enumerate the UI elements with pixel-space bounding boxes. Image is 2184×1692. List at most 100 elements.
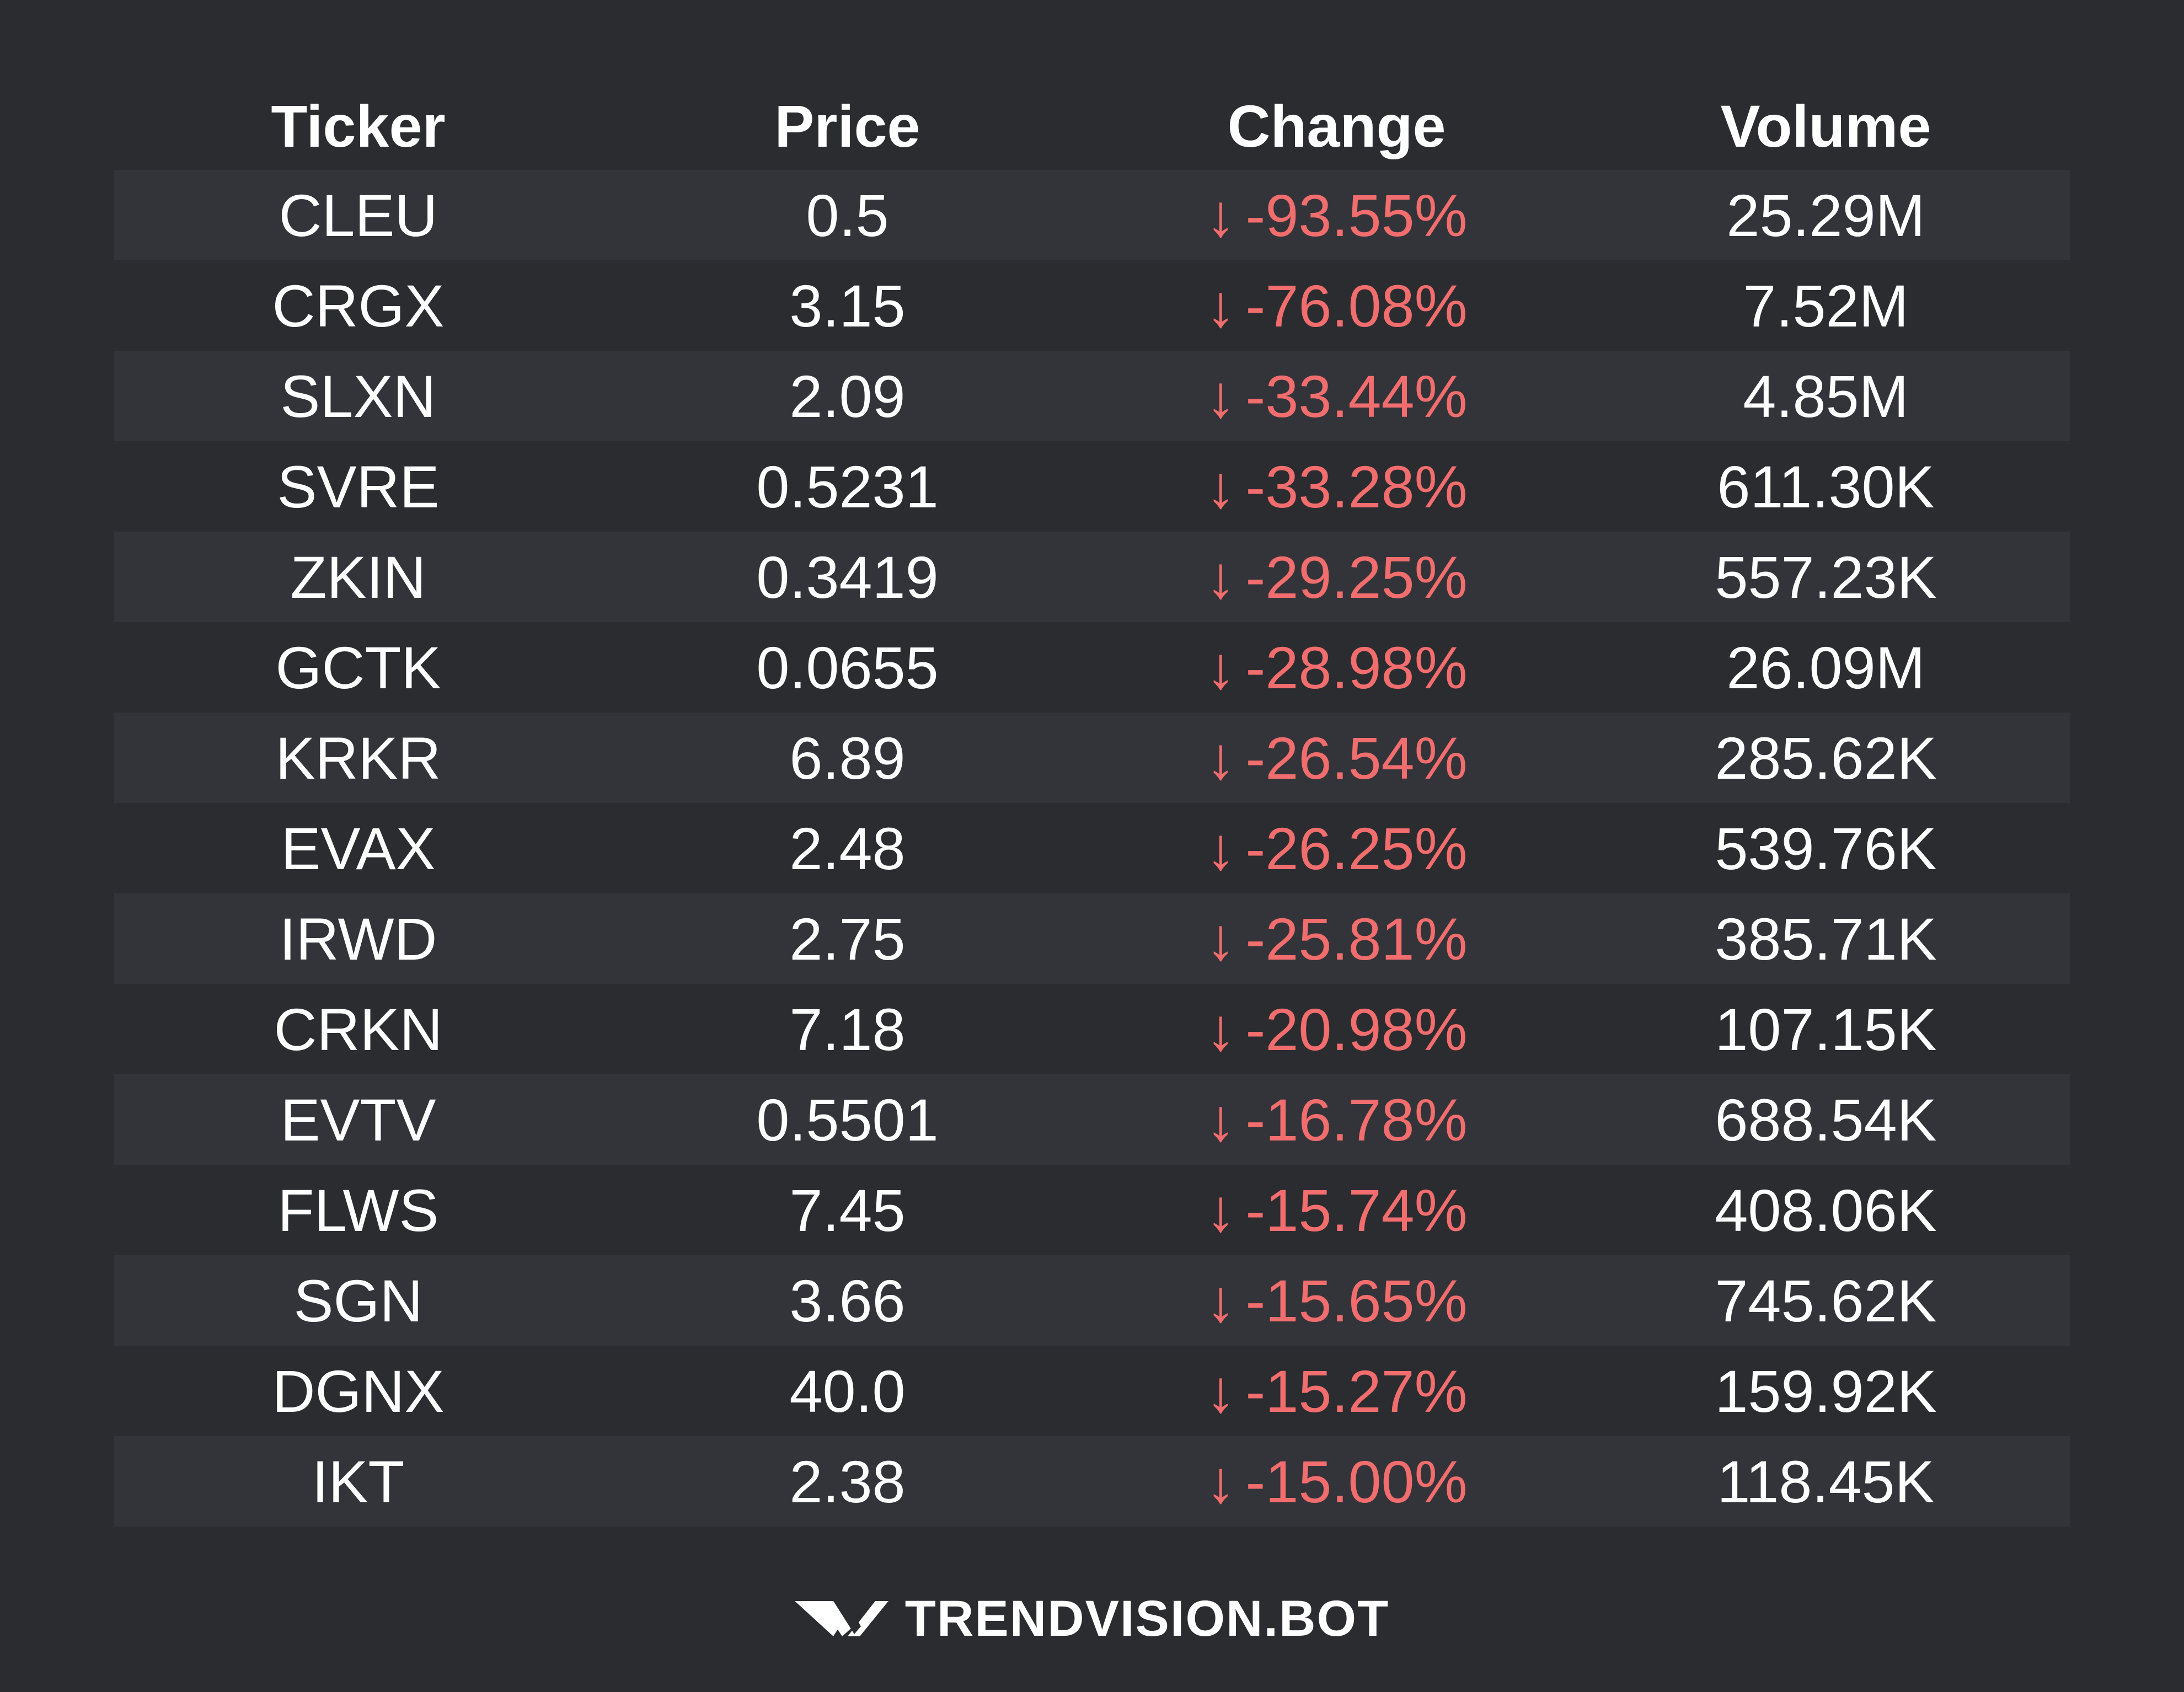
arrow-down-icon: ↓ [1206, 995, 1236, 1063]
volume-cell: 118.45K [1717, 1448, 1935, 1515]
table-row[interactable]: IRWD 2.75 ↓ -25.81% 385.71K [114, 893, 2070, 984]
price-cell: 6.89 [789, 724, 906, 791]
change-cell: ↓ -25.81% [1092, 904, 1581, 973]
ticker-cell: IRWD [279, 905, 437, 972]
ticker-cell: CRKN [274, 995, 443, 1063]
arrow-down-icon: ↓ [1206, 634, 1236, 701]
brand-name: TRENDVISION.BOT [904, 1590, 1390, 1647]
table-row[interactable]: CLEU 0.5 ↓ -93.55% 25.29M [114, 170, 2070, 260]
ticker-cell: SVRE [277, 453, 440, 520]
trendvision-logo-icon [794, 1598, 888, 1640]
volume-cell: 26.09M [1726, 634, 1925, 701]
table-row[interactable]: IKT 2.38 ↓ -15.00% 118.45K [114, 1436, 2070, 1527]
ticker-cell: ZKIN [290, 543, 426, 611]
arrow-down-icon: ↓ [1206, 362, 1236, 430]
header-ticker[interactable]: Ticker [271, 92, 446, 159]
change-cell: ↓ -76.08% [1092, 271, 1581, 340]
ticker-cell: SLXN [280, 362, 436, 430]
ticker-cell: SGN [293, 1267, 423, 1334]
table-row[interactable]: SLXN 2.09 ↓ -33.44% 4.85M [114, 351, 2070, 441]
change-cell: ↓ -26.54% [1092, 724, 1581, 793]
change-value: -26.25% [1245, 815, 1468, 882]
change-value: -28.98% [1245, 634, 1468, 701]
change-value: -29.25% [1245, 543, 1468, 611]
table-row[interactable]: KRKR 6.89 ↓ -26.54% 285.62K [114, 713, 2070, 803]
footer-brand: TRENDVISION.BOT [0, 1588, 2184, 1649]
arrow-down-icon: ↓ [1206, 1448, 1236, 1515]
volume-cell: 385.71K [1715, 905, 1937, 972]
change-cell: ↓ -15.27% [1092, 1357, 1581, 1426]
change-value: -25.81% [1245, 905, 1468, 972]
arrow-down-icon: ↓ [1206, 181, 1236, 249]
table-row[interactable]: DGNX 40.0 ↓ -15.27% 159.92K [114, 1346, 2070, 1436]
change-value: -16.78% [1245, 1086, 1468, 1153]
change-cell: ↓ -28.98% [1092, 633, 1581, 702]
change-value: -15.74% [1245, 1176, 1468, 1244]
table-row[interactable]: EVTV 0.5501 ↓ -16.78% 688.54K [114, 1074, 2070, 1165]
ticker-cell: FLWS [277, 1176, 439, 1244]
change-value: -93.55% [1245, 181, 1468, 249]
change-value: -76.08% [1245, 272, 1468, 339]
header-change[interactable]: Change [1227, 92, 1446, 159]
table-row[interactable]: GCTK 0.0655 ↓ -28.98% 26.09M [114, 622, 2070, 713]
price-cell: 2.48 [789, 815, 906, 882]
table-row[interactable]: CRGX 3.15 ↓ -76.08% 7.52M [114, 260, 2070, 351]
price-cell: 7.18 [789, 995, 906, 1063]
price-cell: 0.5501 [756, 1086, 939, 1153]
price-cell: 0.0655 [756, 634, 939, 701]
table-body: CLEU 0.5 ↓ -93.55% 25.29M CRGX 3.15 ↓ -76.08% 7.5… [114, 170, 2070, 1527]
price-cell: 2.38 [789, 1448, 906, 1515]
volume-cell: 107.15K [1715, 995, 1937, 1063]
table-row[interactable]: FLWS 7.45 ↓ -15.74% 408.06K [114, 1165, 2070, 1255]
volume-cell: 7.52M [1743, 272, 1909, 339]
volume-cell: 557.23K [1715, 543, 1937, 611]
volume-cell: 4.85M [1743, 362, 1909, 430]
losers-table: Ticker Price Change Volume CLEU 0.5 ↓ -93.5… [114, 82, 2070, 1527]
volume-cell: 688.54K [1715, 1086, 1937, 1153]
header-volume[interactable]: Volume [1720, 92, 1931, 159]
table-header: Ticker Price Change Volume [114, 82, 2070, 170]
change-cell: ↓ -15.65% [1092, 1266, 1581, 1335]
arrow-down-icon: ↓ [1206, 1086, 1236, 1153]
arrow-down-icon: ↓ [1206, 724, 1236, 791]
ticker-cell: EVTV [280, 1086, 436, 1153]
change-value: -33.44% [1245, 362, 1468, 430]
ticker-cell: CLEU [279, 181, 438, 249]
change-value: -15.00% [1245, 1448, 1468, 1515]
volume-cell: 745.62K [1715, 1267, 1937, 1334]
table-row[interactable]: SVRE 0.5231 ↓ -33.28% 611.30K [114, 441, 2070, 532]
price-cell: 2.75 [789, 905, 906, 972]
arrow-down-icon: ↓ [1206, 815, 1236, 882]
arrow-down-icon: ↓ [1206, 905, 1236, 972]
arrow-down-icon: ↓ [1206, 543, 1236, 611]
ticker-cell: KRKR [275, 724, 441, 791]
price-cell: 7.45 [789, 1176, 906, 1244]
header-price[interactable]: Price [774, 92, 920, 159]
arrow-down-icon: ↓ [1206, 1357, 1236, 1425]
arrow-down-icon: ↓ [1206, 453, 1236, 520]
change-cell: ↓ -20.98% [1092, 995, 1581, 1064]
ticker-cell: CRGX [272, 272, 445, 339]
table-row[interactable]: ZKIN 0.3419 ↓ -29.25% 557.23K [114, 532, 2070, 622]
change-cell: ↓ -15.74% [1092, 1176, 1581, 1245]
change-cell: ↓ -26.25% [1092, 814, 1581, 883]
change-value: -20.98% [1245, 995, 1468, 1063]
change-value: -26.54% [1245, 724, 1468, 791]
table-row[interactable]: SGN 3.66 ↓ -15.65% 745.62K [114, 1255, 2070, 1346]
volume-cell: 611.30K [1717, 453, 1935, 520]
ticker-cell: EVAX [281, 815, 436, 882]
price-cell: 3.15 [789, 272, 906, 339]
table-row[interactable]: CRKN 7.18 ↓ -20.98% 107.15K [114, 984, 2070, 1074]
price-cell: 0.3419 [756, 543, 939, 611]
price-cell: 2.09 [789, 362, 906, 430]
volume-cell: 539.76K [1715, 815, 1937, 882]
arrow-down-icon: ↓ [1206, 272, 1236, 339]
change-cell: ↓ -29.25% [1092, 543, 1581, 612]
arrow-down-icon: ↓ [1206, 1267, 1236, 1334]
ticker-cell: GCTK [275, 634, 441, 701]
change-cell: ↓ -33.28% [1092, 452, 1581, 521]
table-row[interactable]: EVAX 2.48 ↓ -26.25% 539.76K [114, 803, 2070, 893]
price-cell: 0.5 [806, 181, 889, 249]
volume-cell: 285.62K [1715, 724, 1937, 791]
price-cell: 40.0 [789, 1357, 906, 1425]
